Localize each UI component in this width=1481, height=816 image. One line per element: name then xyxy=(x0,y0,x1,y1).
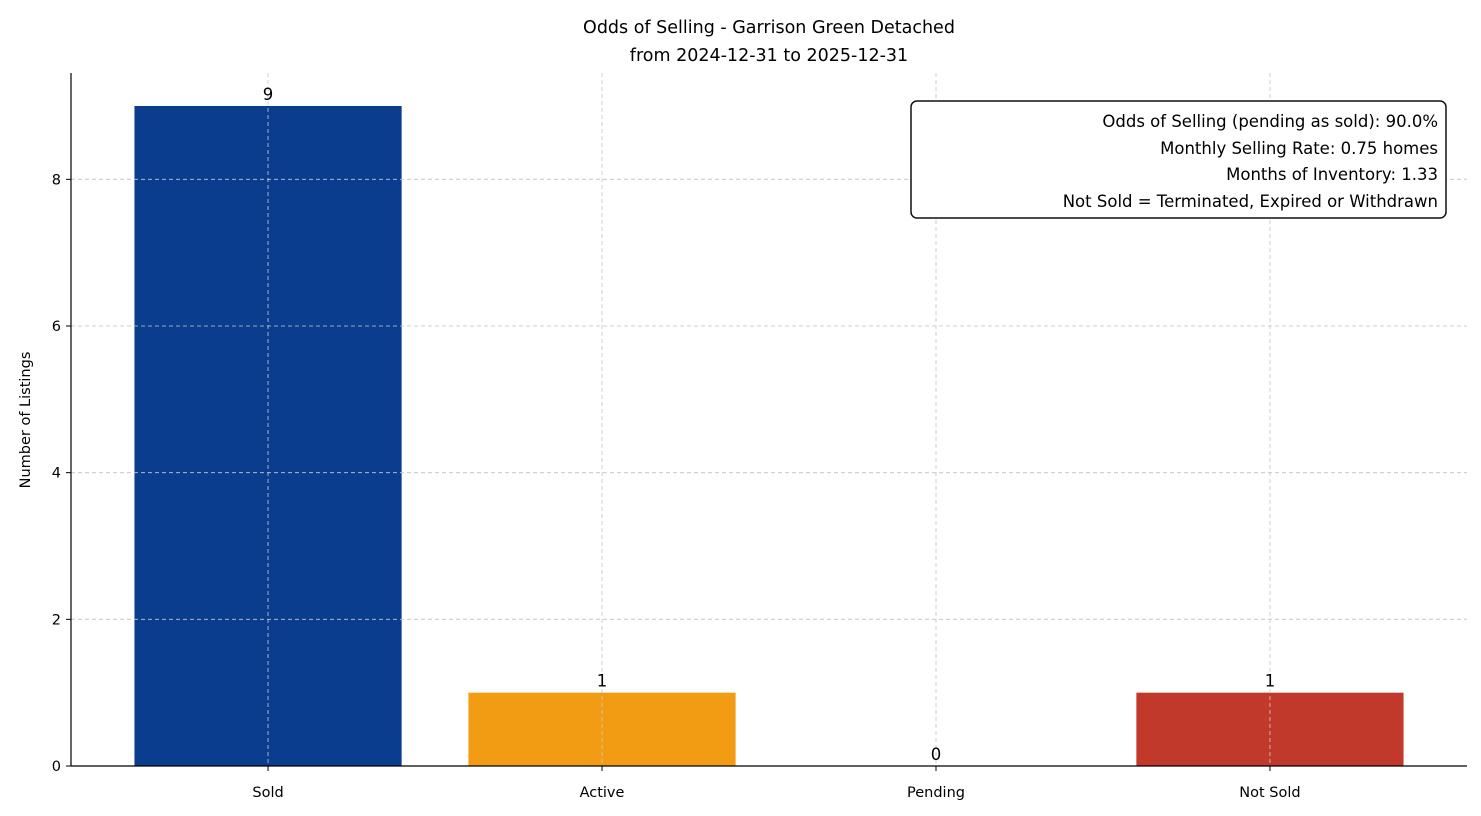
chart-title: Odds of Selling - Garrison Green Detache… xyxy=(583,18,955,38)
chart-subtitle: from 2024-12-31 to 2025-12-31 xyxy=(630,46,908,66)
annotation-line-rate: Monthly Selling Rate: 0.75 homes xyxy=(1160,139,1438,158)
y-axis-label: Number of Listings xyxy=(18,352,34,489)
y-tick-label: 8 xyxy=(52,172,61,188)
annotation-box: Odds of Selling (pending as sold): 90.0%… xyxy=(910,100,1447,219)
y-tick-label: 0 xyxy=(52,759,61,775)
y-tick-label: 2 xyxy=(52,612,61,628)
x-tick-label: Sold xyxy=(252,785,283,801)
y-tick-label: 6 xyxy=(52,319,61,335)
data-label: 9 xyxy=(263,85,274,104)
x-tick-label: Not Sold xyxy=(1239,785,1300,801)
y-tick-label: 4 xyxy=(52,466,61,482)
bar-sold xyxy=(134,106,402,766)
annotation-line-odds: Odds of Selling (pending as sold): 90.0% xyxy=(1102,112,1438,131)
data-label: 1 xyxy=(597,672,608,691)
annotation-line-inventory: Months of Inventory: 1.33 xyxy=(1226,165,1438,184)
data-label: 0 xyxy=(931,745,942,764)
x-tick-label: Active xyxy=(580,785,625,801)
x-tick-label: Pending xyxy=(907,785,965,801)
data-label: 1 xyxy=(1265,672,1276,691)
annotation-line-note: Not Sold = Terminated, Expired or Withdr… xyxy=(1063,192,1438,211)
